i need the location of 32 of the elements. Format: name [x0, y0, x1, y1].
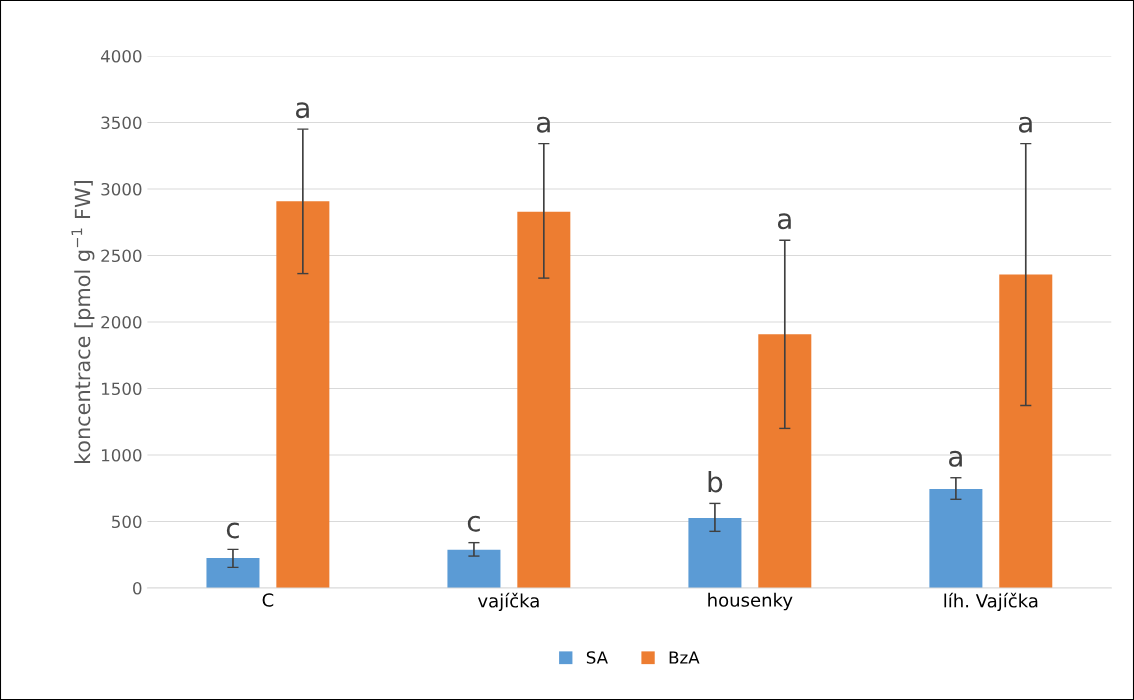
y-tick-label: 2000: [101, 315, 142, 329]
annotation: a: [536, 116, 550, 133]
annotation: c: [467, 515, 480, 532]
x-tick-label: C: [262, 593, 274, 607]
bar: [758, 334, 812, 588]
annotation: a: [1018, 116, 1032, 133]
y-tick-label: 3500: [101, 116, 142, 130]
y-axis-title: koncentrace [pmol g$^{−1}$ FW]: [71, 181, 95, 463]
x-tick-label: líh. Vajíčka: [944, 592, 1038, 612]
y-tick-label: 500: [112, 515, 142, 529]
annotation: a: [296, 102, 309, 119]
y-tick-label: 2500: [101, 249, 142, 263]
y-tick-label: 1000: [101, 448, 142, 462]
annotation: a: [777, 213, 791, 230]
bar: [929, 489, 983, 588]
bar: [517, 211, 571, 588]
y-tick-label: 3000: [101, 182, 142, 196]
annotation: b: [708, 470, 723, 493]
bar: [276, 201, 330, 588]
legend-label: BzA: [669, 651, 700, 664]
y-tick-label: 1500: [101, 382, 142, 396]
bar: [688, 517, 742, 588]
annotation: a: [949, 450, 962, 467]
bar: [999, 274, 1053, 588]
y-tick-label: 0: [133, 581, 142, 595]
legend-label: SA: [586, 651, 608, 664]
annotation: c: [226, 522, 239, 539]
x-tick-label: vajíčka: [477, 592, 539, 612]
x-tick-label: housenky: [708, 592, 793, 611]
bar: [206, 558, 260, 588]
y-tick-label: 4000: [100, 49, 142, 63]
bar: [447, 549, 501, 588]
